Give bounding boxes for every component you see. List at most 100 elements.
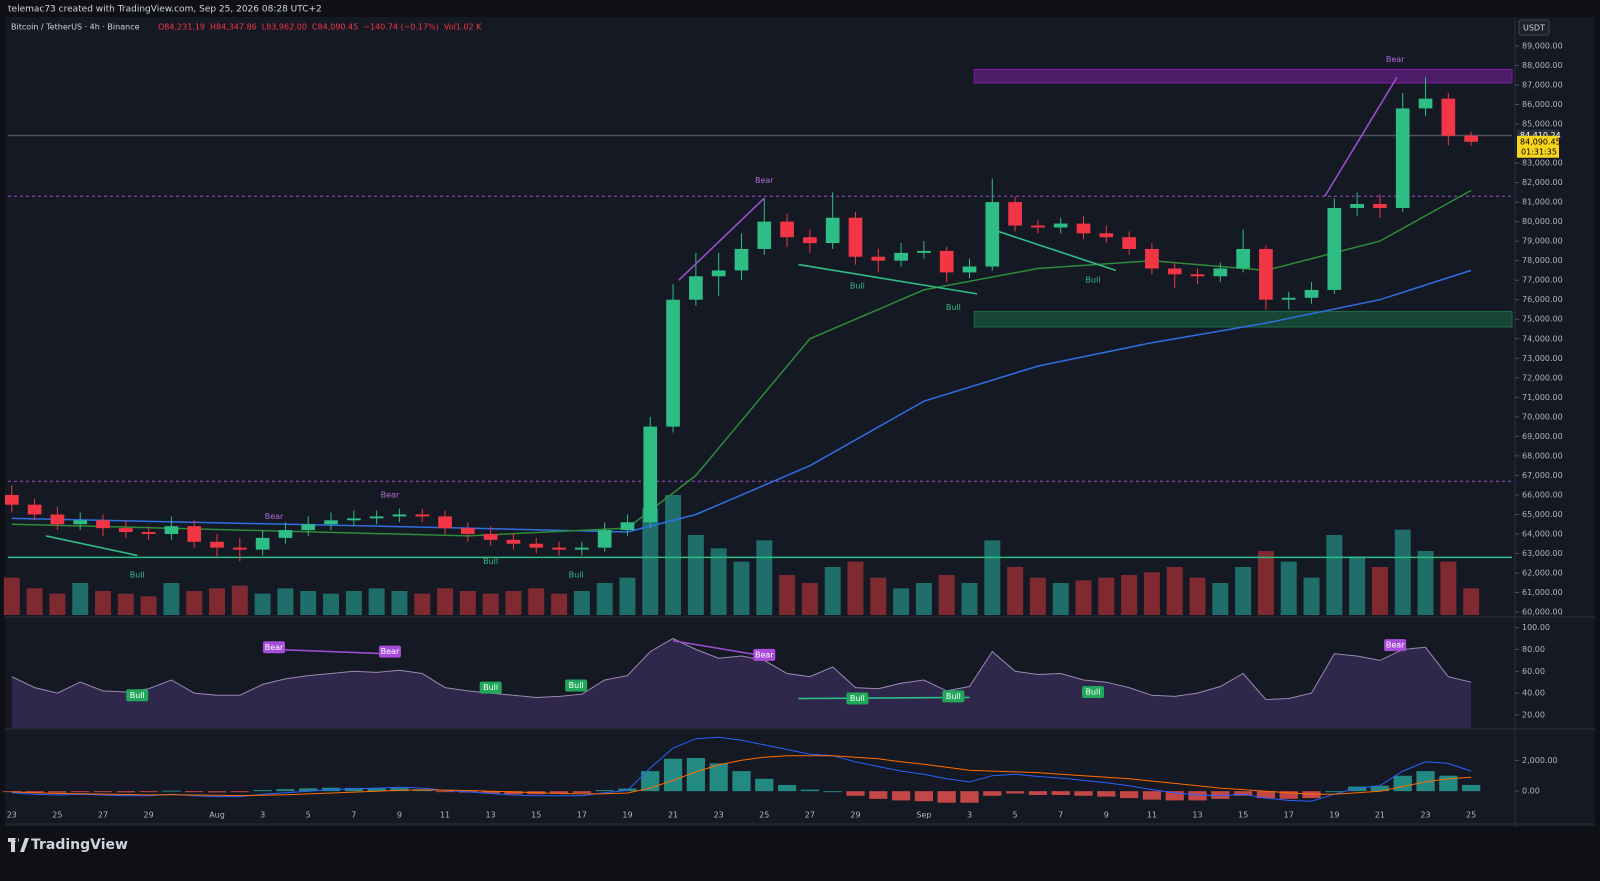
- volume-bar: [1440, 561, 1457, 615]
- volume-bar: [1007, 567, 1024, 615]
- x-tick-label: 29: [144, 811, 154, 820]
- x-tick-label: 7: [351, 811, 356, 820]
- signal-badge-label: Bull: [569, 681, 584, 690]
- volume-bar: [186, 591, 203, 615]
- candle-body: [962, 266, 977, 273]
- divergence-line: [273, 648, 389, 655]
- histogram-bar: [253, 790, 272, 792]
- volume-bar: [3, 577, 20, 615]
- signal-badge: [565, 679, 588, 692]
- y-tick-label: 73,000.00: [1522, 354, 1563, 363]
- oscillator-line: [11, 637, 1472, 701]
- histogram-bar: [2, 791, 21, 793]
- quote-value: −140.74 (−0.17%): [363, 23, 439, 32]
- volume-bar: [1394, 529, 1411, 615]
- x-tick-label: Sep: [916, 811, 931, 820]
- volume-bar: [414, 593, 431, 615]
- histogram-bar: [800, 789, 820, 792]
- volume-bar: [551, 593, 568, 615]
- y-tick-label: 81,000.00: [1522, 198, 1563, 207]
- candle-body: [1053, 223, 1068, 228]
- y-tick-label: 40.00: [1522, 689, 1545, 698]
- signal-badge-label: Bull: [1086, 688, 1101, 697]
- histogram-bar: [435, 791, 455, 793]
- histogram-bar: [777, 784, 797, 792]
- x-tick-label: 23: [1420, 811, 1430, 820]
- histogram-bar: [230, 791, 249, 793]
- candle-body: [848, 217, 863, 257]
- volume-bar: [1235, 567, 1252, 615]
- histogram-bar: [390, 788, 409, 792]
- x-tick-label: 13: [1192, 811, 1202, 820]
- signal-badge-label: Bear: [265, 643, 284, 652]
- candle-body: [1122, 237, 1136, 249]
- logo-mark: [8, 838, 29, 852]
- divergence-line: [798, 263, 978, 295]
- candle-body: [1395, 108, 1410, 208]
- quote-value: O84,231.19: [158, 23, 205, 32]
- histogram-bar: [1188, 791, 1207, 801]
- candle-body: [620, 522, 635, 531]
- zone: [973, 310, 1513, 328]
- x-tick-label: 5: [306, 811, 311, 820]
- y-tick-label: 67,000.00: [1522, 471, 1563, 480]
- candle-body: [255, 537, 270, 550]
- volume-bar: [505, 591, 522, 615]
- volume-bar: [870, 577, 887, 615]
- currency: USDT: [1523, 24, 1545, 33]
- candle-body: [118, 528, 133, 533]
- candle-body: [415, 514, 430, 517]
- last-price-tag: [1517, 135, 1559, 158]
- volume-bar: [368, 588, 385, 615]
- volume-bar: [1417, 551, 1434, 615]
- volume-bar: [619, 577, 636, 615]
- candle-body: [1464, 135, 1478, 142]
- volume-bar: [209, 588, 226, 615]
- candle-body: [1304, 289, 1319, 298]
- signal-badge-label: Bull: [850, 694, 865, 703]
- x-tick-label: 25: [759, 811, 769, 820]
- signal-badge-label: Bull: [483, 683, 498, 692]
- divergence-line: [45, 535, 138, 557]
- candle-body: [1076, 223, 1091, 234]
- histogram-bar: [572, 791, 591, 794]
- volume-bar: [1075, 580, 1092, 615]
- histogram-bar: [299, 788, 318, 792]
- volume-bar: [117, 593, 134, 615]
- candle-body: [164, 526, 179, 534]
- candle-body: [438, 516, 452, 529]
- candle-body: [1213, 268, 1228, 277]
- quote-value: L83,962.00: [262, 23, 307, 32]
- candle-body: [780, 221, 794, 238]
- signal-badge: [1082, 686, 1105, 698]
- x-tick-label: 19: [1329, 811, 1339, 820]
- x-tick-label: 7: [1058, 811, 1063, 820]
- volume-bar: [459, 591, 476, 615]
- y-tick-label: 70,000.00: [1522, 412, 1563, 421]
- candle-body: [643, 426, 658, 523]
- histogram-bar: [1348, 786, 1367, 792]
- histogram-bar: [1416, 771, 1435, 792]
- signal-badge: [846, 692, 869, 705]
- y-tick-label: 72,000.00: [1522, 373, 1563, 382]
- volume-bar: [231, 585, 248, 615]
- candle-body: [552, 547, 566, 550]
- divergence-line: [798, 696, 970, 700]
- histogram-bar: [1211, 791, 1230, 799]
- divergence-line: [1324, 76, 1398, 197]
- volume-bar: [756, 540, 773, 615]
- histogram-bar: [185, 791, 204, 793]
- signal-badge: [1384, 639, 1407, 652]
- histogram-bar: [207, 791, 227, 793]
- divergence-line: [672, 639, 765, 657]
- volume-bar: [1326, 535, 1343, 615]
- candle-body: [278, 530, 293, 538]
- candle-body: [711, 270, 726, 277]
- volume-bar: [642, 508, 659, 615]
- histogram-bar: [1370, 785, 1390, 792]
- volume-bar: [482, 593, 499, 615]
- candle-body: [1373, 204, 1387, 208]
- histogram-bar: [1325, 791, 1344, 793]
- y-tick-label: 0.00: [1522, 787, 1540, 796]
- histogram-bar: [755, 778, 774, 792]
